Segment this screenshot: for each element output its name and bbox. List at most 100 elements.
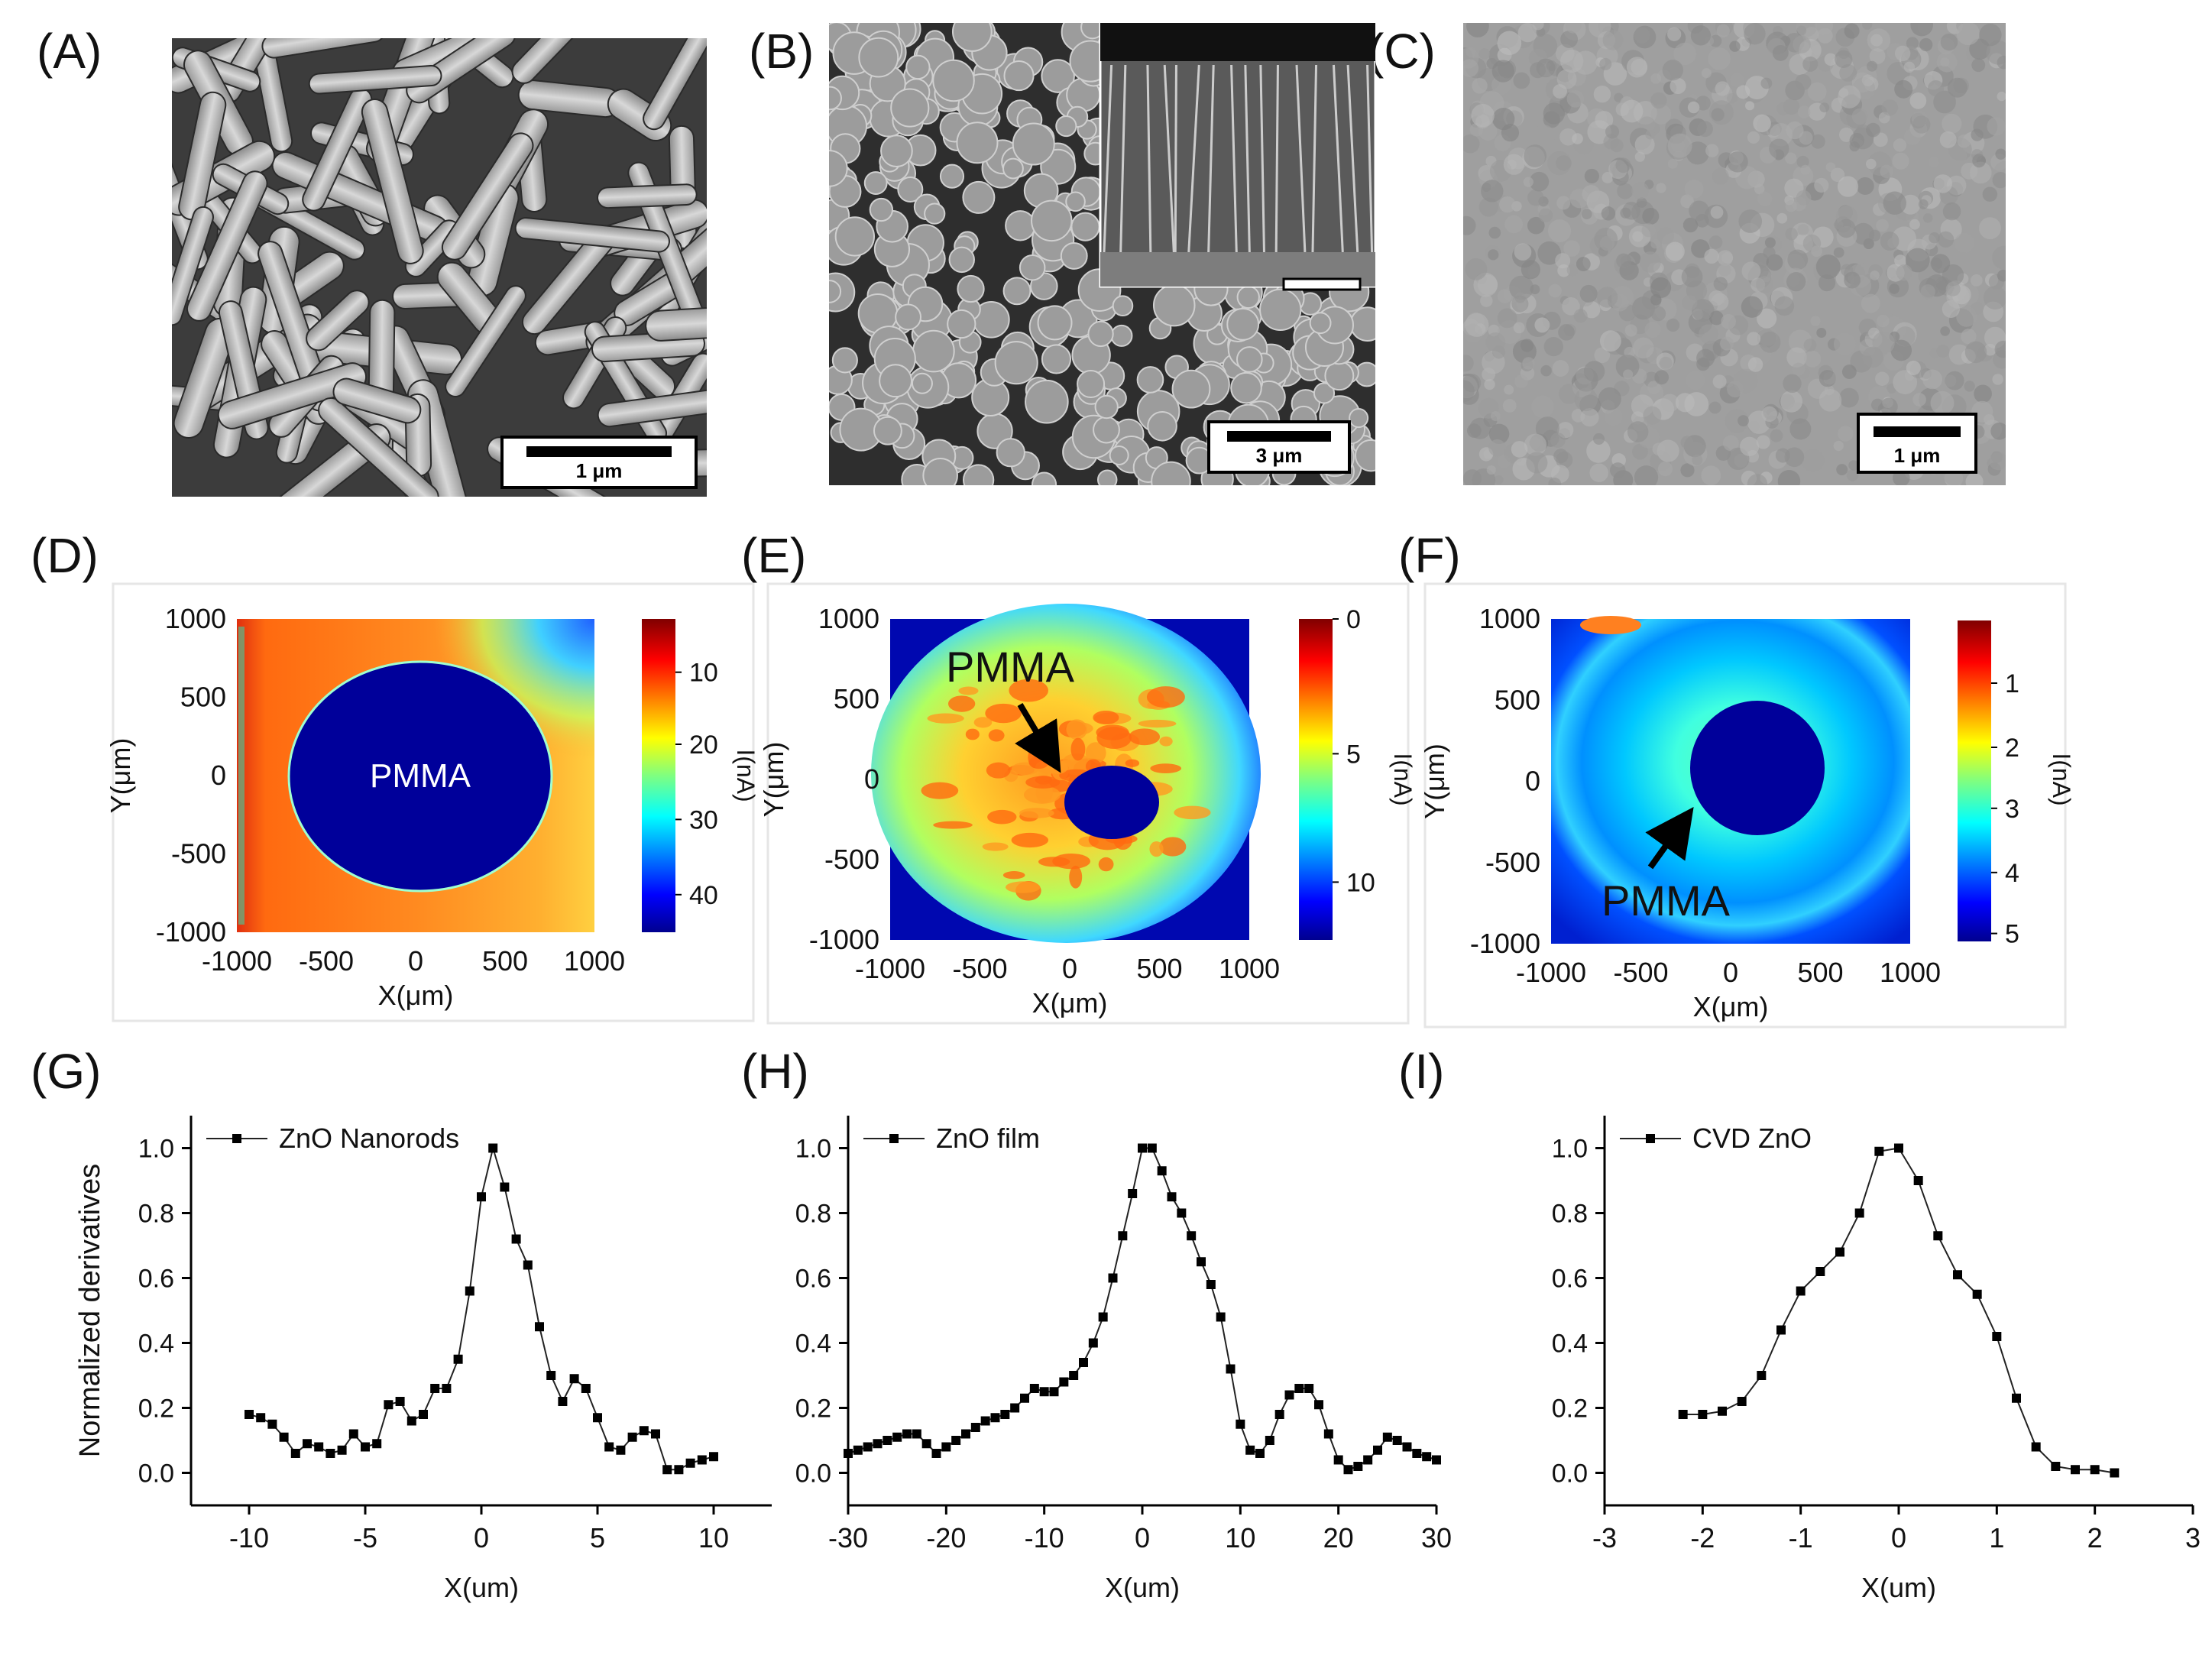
map-y-tick-label: -1000 xyxy=(156,916,226,948)
grain xyxy=(1524,144,1546,167)
grain xyxy=(1796,190,1812,206)
panel-label-f: (F) xyxy=(1398,528,1461,583)
grain xyxy=(1701,68,1712,79)
grain xyxy=(1702,309,1712,319)
grain xyxy=(1492,108,1515,131)
x-tick-label: 3 xyxy=(2185,1522,2201,1553)
grain xyxy=(834,216,876,257)
grain xyxy=(1833,247,1844,258)
map-x-tick-label: 0 xyxy=(408,945,423,977)
grain xyxy=(1994,340,2006,358)
current-hotspot xyxy=(1150,763,1181,773)
grain xyxy=(1761,406,1777,423)
y-tick-label: 0.8 xyxy=(795,1200,831,1229)
grain xyxy=(1965,472,1984,485)
data-point xyxy=(616,1445,626,1455)
grain xyxy=(1928,157,1939,167)
grain xyxy=(1151,461,1191,485)
data-point xyxy=(651,1429,660,1439)
data-point xyxy=(931,1449,941,1458)
grain xyxy=(1893,370,1918,394)
current-hotspot xyxy=(1011,832,1048,848)
grain xyxy=(1641,223,1656,238)
grain xyxy=(924,202,946,225)
grain xyxy=(1877,314,1890,328)
grain xyxy=(1852,222,1874,245)
data-point xyxy=(1382,1432,1392,1442)
grain xyxy=(1839,64,1857,82)
grain xyxy=(1499,196,1516,213)
map-y-tick-label: 500 xyxy=(180,682,226,713)
colorbar-tick-label: 2 xyxy=(2005,734,2019,763)
grain xyxy=(1675,393,1695,413)
grain xyxy=(1548,478,1562,485)
grain xyxy=(1906,360,1921,376)
grain xyxy=(1933,174,1953,193)
grain xyxy=(1667,133,1692,158)
y-tick-label: 0.8 xyxy=(1552,1200,1588,1229)
grain xyxy=(1599,235,1615,251)
grain xyxy=(1484,378,1495,390)
data-point xyxy=(1737,1397,1747,1406)
data-point xyxy=(303,1439,312,1449)
panel-label-i: (I) xyxy=(1398,1044,1445,1099)
grain xyxy=(1620,207,1631,219)
grain xyxy=(1631,182,1649,199)
grain xyxy=(1800,164,1811,175)
data-point xyxy=(581,1384,591,1393)
scale-bar-a: 1 μm xyxy=(500,436,698,489)
nanorod xyxy=(511,38,589,84)
panel-label-a: (A) xyxy=(37,24,102,79)
data-point xyxy=(1373,1445,1382,1455)
grain xyxy=(1816,327,1827,338)
map-x-tick-label: -1000 xyxy=(202,945,272,977)
pmma-arrow-f xyxy=(1645,806,1694,870)
y-axis-label: Normalized derivatives xyxy=(74,1164,106,1457)
grain xyxy=(1905,248,1930,273)
legend-marker xyxy=(889,1134,899,1143)
grain xyxy=(1681,266,1703,288)
grain xyxy=(1555,253,1571,269)
data-point xyxy=(1206,1280,1216,1289)
data-point xyxy=(980,1416,990,1426)
grain xyxy=(1971,58,1986,73)
data-point xyxy=(697,1455,707,1465)
grain xyxy=(1810,316,1821,326)
x-axis-label: X(um) xyxy=(1105,1572,1180,1603)
grain xyxy=(1947,77,1967,98)
nanorod xyxy=(643,38,707,131)
grain xyxy=(1990,422,2006,440)
grain xyxy=(1708,401,1721,414)
grain xyxy=(1602,29,1624,50)
grain xyxy=(1763,246,1776,259)
grain xyxy=(1770,429,1783,442)
grain xyxy=(1002,277,1032,306)
map-f-frame xyxy=(1423,582,2067,1029)
grain xyxy=(1819,388,1842,412)
grain xyxy=(1680,463,1695,478)
grain xyxy=(1581,209,1592,220)
grain xyxy=(1488,439,1506,457)
grain xyxy=(1012,122,1055,166)
nanorod xyxy=(445,285,526,398)
current-hotspot xyxy=(973,717,993,728)
grain xyxy=(1992,374,2003,385)
grain xyxy=(1792,362,1806,376)
grain xyxy=(1869,48,1886,64)
grain xyxy=(1527,216,1545,235)
grain xyxy=(1721,313,1736,329)
grain xyxy=(1463,215,1476,235)
grain xyxy=(1548,283,1562,298)
current-hotspot xyxy=(1070,737,1086,761)
data-point xyxy=(1167,1192,1177,1202)
current-hotspot xyxy=(986,762,1011,779)
grain xyxy=(1849,133,1865,148)
data-point xyxy=(279,1432,289,1442)
grain xyxy=(1708,235,1723,249)
grain xyxy=(1747,357,1763,372)
y-tick-label: 0.0 xyxy=(1552,1460,1588,1489)
data-point xyxy=(1835,1247,1844,1257)
x-tick-label: 10 xyxy=(1225,1522,1255,1553)
grain xyxy=(1690,25,1712,46)
current-hotspot xyxy=(1093,710,1119,725)
